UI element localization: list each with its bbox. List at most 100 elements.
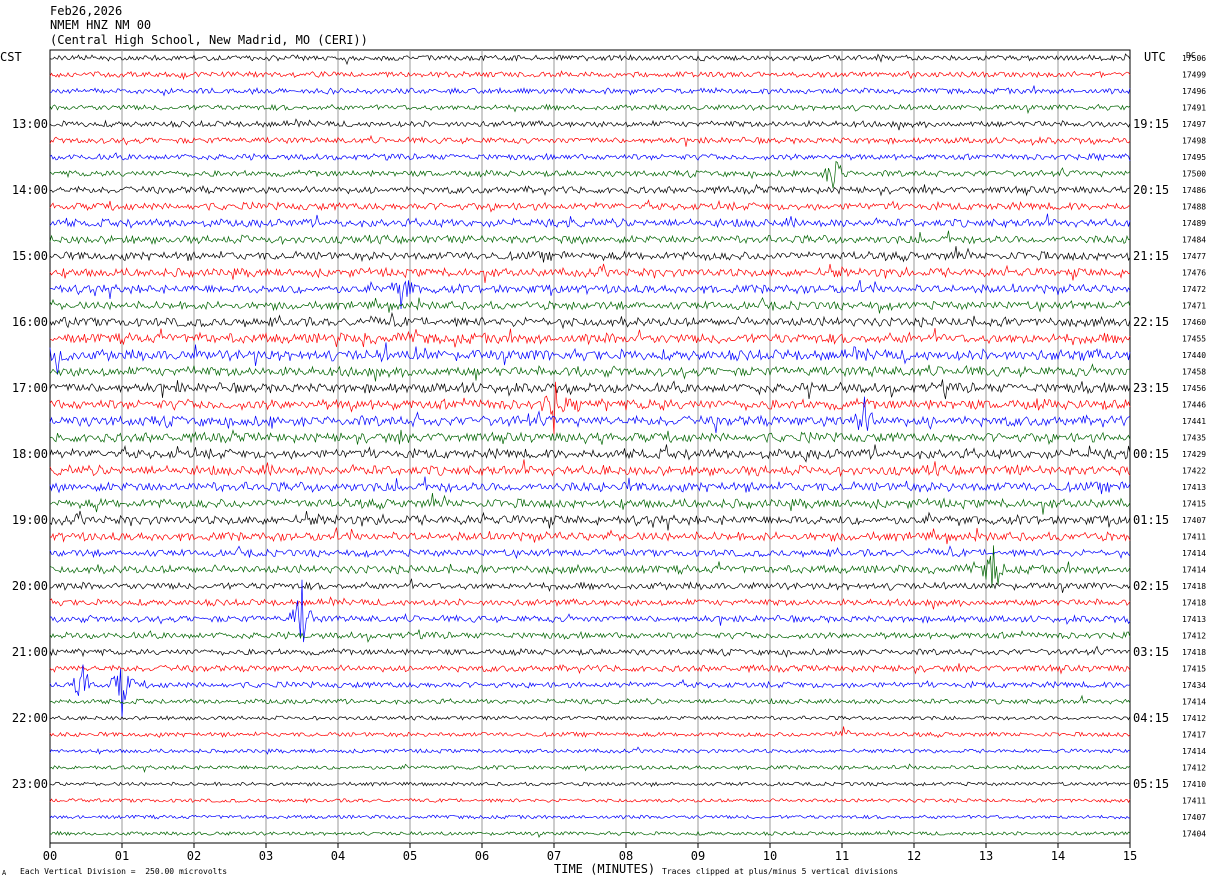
trace-dc-value: 17497 (1182, 120, 1206, 129)
seismic-trace (49, 781, 1130, 788)
trace-dc-value: 17495 (1182, 153, 1206, 162)
trace-dc-value: 17456 (1182, 384, 1206, 393)
cst-hour-label: 15:00 (12, 249, 48, 263)
x-tick-label: 13 (979, 849, 993, 863)
trace-dc-value: 17477 (1182, 252, 1206, 261)
trace-dc-value: 17484 (1182, 236, 1206, 245)
cst-hour-label: 14:00 (12, 183, 48, 197)
seismic-trace (49, 279, 1131, 310)
seismic-trace (49, 70, 1131, 81)
seismic-trace (49, 763, 1131, 773)
x-tick-label: 03 (259, 849, 273, 863)
cst-hour-label: 21:00 (12, 645, 48, 659)
trace-dc-value: 17440 (1182, 351, 1206, 360)
trace-dc-value: 17489 (1182, 219, 1206, 228)
seismic-trace (49, 814, 1131, 820)
seismic-trace (49, 596, 1131, 610)
seismic-trace (49, 363, 1131, 382)
trace-dc-value: 17491 (1182, 104, 1206, 113)
seismic-trace (49, 85, 1131, 97)
seismic-trace (49, 396, 1131, 434)
trace-dc-value: 17500 (1182, 170, 1206, 179)
x-tick-label: 14 (1051, 849, 1065, 863)
trace-dc-value: 17506 (1182, 54, 1206, 63)
trace-dc-value: 17471 (1182, 302, 1206, 311)
seismic-trace (49, 311, 1131, 330)
x-tick-label: 09 (691, 849, 705, 863)
trace-dc-value: 17414 (1182, 747, 1206, 756)
seismic-trace (49, 663, 1131, 675)
utc-hour-label: 01:15 (1133, 513, 1169, 527)
x-tick-label: 15 (1123, 849, 1137, 863)
seismic-trace (49, 527, 1131, 545)
seismic-trace (49, 381, 1131, 435)
trace-dc-value: 17411 (1182, 533, 1206, 542)
seismic-trace (49, 510, 1131, 531)
seismic-trace (49, 476, 1131, 495)
trace-dc-value: 17411 (1182, 797, 1206, 806)
cst-hour-label: 16:00 (12, 315, 48, 329)
seismic-trace (49, 152, 1131, 162)
seismic-trace (49, 797, 1131, 804)
utc-hour-label: 20:15 (1133, 183, 1169, 197)
utc-hour-label: 02:15 (1133, 579, 1169, 593)
seismic-trace (49, 296, 1131, 314)
cst-hour-label: 23:00 (12, 777, 48, 791)
cst-hour-label: 19:00 (12, 513, 48, 527)
seismic-trace (49, 829, 1131, 839)
station-location: (Central High School, New Madrid, MO (CE… (50, 33, 368, 47)
x-tick-label: 06 (475, 849, 489, 863)
trace-dc-value: 17422 (1182, 467, 1206, 476)
seismic-trace (49, 183, 1131, 197)
seismic-trace (49, 342, 1131, 375)
trace-dc-value: 17414 (1182, 698, 1206, 707)
trace-dc-value: 17412 (1182, 714, 1206, 723)
seismic-trace (49, 160, 1131, 189)
utc-hour-label: 22:15 (1133, 315, 1169, 329)
x-tick-label: 02 (187, 849, 201, 863)
seismic-trace (49, 444, 1131, 463)
trace-dc-value: 17472 (1182, 285, 1206, 294)
trace-dc-value: 17404 (1182, 830, 1206, 839)
trace-dc-value: 17410 (1182, 780, 1206, 789)
footer-mark: A (2, 869, 7, 877)
x-tick-label: 04 (331, 849, 345, 863)
trace-dc-value: 17414 (1182, 549, 1206, 558)
seismic-trace (49, 645, 1130, 658)
seismic-trace (49, 213, 1131, 229)
cst-hour-label: 20:00 (12, 579, 48, 593)
trace-dc-value: 17413 (1182, 483, 1206, 492)
seismic-trace (49, 746, 1131, 755)
trace-dc-value: 17455 (1182, 335, 1206, 344)
cst-hour-label: 17:00 (12, 381, 48, 395)
seismic-trace (49, 726, 1131, 739)
utc-hour-label: 04:15 (1133, 711, 1169, 725)
vertical-division-note: Each Vertical Division = 250.00 microvol… (20, 867, 228, 876)
trace-dc-value: 17496 (1182, 87, 1206, 96)
trace-dc-value: 17418 (1182, 648, 1206, 657)
x-tick-label: 01 (115, 849, 129, 863)
trace-dc-value: 17414 (1182, 566, 1206, 575)
x-tick-label: 11 (835, 849, 849, 863)
utc-hour-label: 00:15 (1133, 447, 1169, 461)
clipping-note: Traces clipped at plus/minus 5 vertical … (662, 867, 899, 876)
cst-hour-label: 22:00 (12, 711, 48, 725)
trace-dc-value: 17417 (1182, 731, 1206, 740)
seismic-trace (49, 379, 1131, 400)
seismic-trace (49, 493, 1131, 515)
seismic-trace (49, 629, 1131, 643)
chart-date: Feb26,2026 (50, 4, 123, 18)
trace-dc-value: 17418 (1182, 599, 1206, 608)
seismic-trace (49, 246, 1131, 263)
trace-dc-value: 17499 (1182, 71, 1206, 80)
seismic-trace (49, 328, 1131, 348)
seismic-trace (49, 134, 1131, 147)
seismic-trace (49, 230, 1131, 246)
trace-dc-value: 17418 (1182, 582, 1206, 591)
seismic-trace (49, 545, 1131, 560)
seismic-trace (49, 429, 1131, 445)
seismic-trace (49, 53, 1131, 66)
trace-dc-value: 17488 (1182, 203, 1206, 212)
x-axis-title: TIME (MINUTES) (554, 862, 656, 876)
trace-dc-value: 17441 (1182, 417, 1206, 426)
